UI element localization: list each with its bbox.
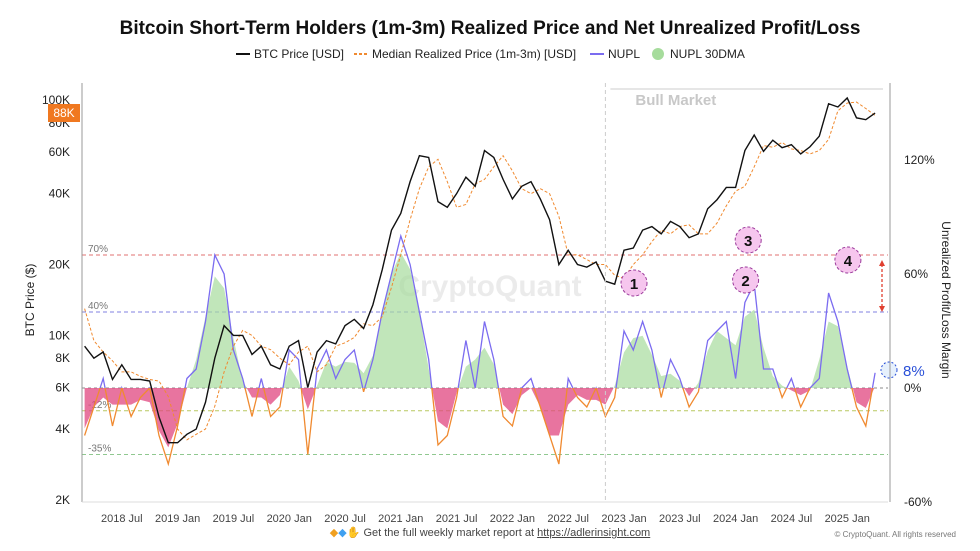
y2-tick-label: -60% bbox=[904, 495, 932, 509]
y-axis-title: BTC Price ($) bbox=[23, 264, 37, 337]
peak-marker-circle bbox=[620, 269, 648, 297]
footer-promo: ◆◆✋ Get the full weekly market report at… bbox=[0, 526, 980, 539]
y-tick-label: 60K bbox=[49, 145, 70, 159]
y-tick-label: 8K bbox=[55, 351, 70, 365]
nupl-30dma-area-negative bbox=[84, 388, 876, 448]
plot-area: CryptoQuant 70% 40% -12% -35% Bull Market 1 2 3 4 bbox=[82, 83, 898, 502]
peak-marker-circle bbox=[734, 226, 762, 254]
peak-marker-circle bbox=[732, 266, 760, 294]
legend: BTC Price [USD] Median Realized Price (1m… bbox=[236, 47, 745, 61]
x-tick-label: 2020 Jan bbox=[267, 513, 312, 525]
reference-line-label: 70% bbox=[88, 244, 108, 255]
legend-label: NUPL 30DMA bbox=[670, 47, 745, 61]
x-tick-label: 2021 Jan bbox=[378, 513, 423, 525]
nupl-line-positive bbox=[99, 233, 876, 388]
legend-label: Median Realized Price (1m-3m) [USD] bbox=[372, 47, 576, 61]
copyright: © CryptoQuant. All rights reserved bbox=[834, 530, 957, 539]
x-tick-label: 2021 Jul bbox=[436, 513, 478, 525]
x-tick-label: 2018 Jul bbox=[101, 513, 143, 525]
y-tick-label: 4K bbox=[55, 422, 70, 436]
x-tick-label: 2022 Jul bbox=[547, 513, 589, 525]
reference-line-label: 40% bbox=[88, 301, 108, 312]
realized-price-line bbox=[84, 101, 876, 441]
axes: 100K80K60K40K20K10K8K6K4K2K120%60%0%-60%… bbox=[23, 83, 953, 525]
x-tick-label: 2025 Jan bbox=[825, 513, 870, 525]
x-tick-label: 2019 Jan bbox=[155, 513, 200, 525]
x-tick-label: 2020 Jul bbox=[324, 513, 366, 525]
x-tick-label: 2024 Jan bbox=[713, 513, 758, 525]
btc-price-line bbox=[84, 96, 876, 444]
chart-title: Bitcoin Short-Term Holders (1m-3m) Reali… bbox=[120, 18, 861, 39]
y-tick-label: 100K bbox=[42, 93, 70, 107]
y-tick-label: 10K bbox=[49, 328, 70, 342]
peak-marker-circle bbox=[834, 246, 862, 274]
y-tick-label: 20K bbox=[49, 258, 70, 272]
current-nupl-circle bbox=[880, 361, 898, 379]
current-nupl-label: 8% bbox=[903, 363, 925, 380]
reference-line-label: -35% bbox=[88, 444, 111, 455]
peak-marker-label: 2 bbox=[741, 273, 749, 290]
current-price-badge bbox=[48, 104, 80, 122]
nupl-30dma-area-positive bbox=[84, 252, 876, 388]
x-tick-label: 2022 Jan bbox=[490, 513, 535, 525]
x-tick-label: 2019 Jul bbox=[213, 513, 255, 525]
legend-label: BTC Price [USD] bbox=[254, 47, 344, 61]
report-link[interactable]: https://adlerinsight.com bbox=[537, 527, 651, 539]
y-tick-label: 2K bbox=[55, 493, 70, 507]
watermark: CryptoQuant bbox=[398, 270, 581, 303]
peak-marker-label: 4 bbox=[844, 253, 853, 270]
bull-market-label: Bull Market bbox=[635, 92, 716, 109]
legend-label: NUPL bbox=[608, 47, 640, 61]
y2-tick-label: 120% bbox=[904, 153, 935, 167]
x-tick-label: 2023 Jul bbox=[659, 513, 701, 525]
y-tick-label: 40K bbox=[49, 187, 70, 201]
diamond-icon: ◆ bbox=[338, 527, 347, 539]
promo-text: Get the full weekly market report at bbox=[363, 527, 538, 539]
hands-icon: ✋ bbox=[346, 527, 361, 539]
current-price-badge-text: 88K bbox=[53, 106, 74, 120]
x-tick-label: 2024 Jul bbox=[771, 513, 813, 525]
range-arrow-heads bbox=[879, 260, 885, 312]
x-tick-label: 2023 Jan bbox=[601, 513, 646, 525]
y2-axis-title: Unrealized Profit/Loss Margin bbox=[939, 221, 953, 378]
y2-tick-label: 0% bbox=[904, 381, 922, 395]
reference-line-label: -12% bbox=[88, 400, 111, 411]
y2-tick-label: 60% bbox=[904, 267, 928, 281]
peak-marker-label: 3 bbox=[744, 233, 752, 250]
legend-swatch-3 bbox=[652, 48, 664, 60]
emoji-icons: ◆ bbox=[329, 527, 339, 539]
y-tick-label: 6K bbox=[55, 381, 70, 395]
peak-marker-label: 1 bbox=[630, 276, 638, 293]
